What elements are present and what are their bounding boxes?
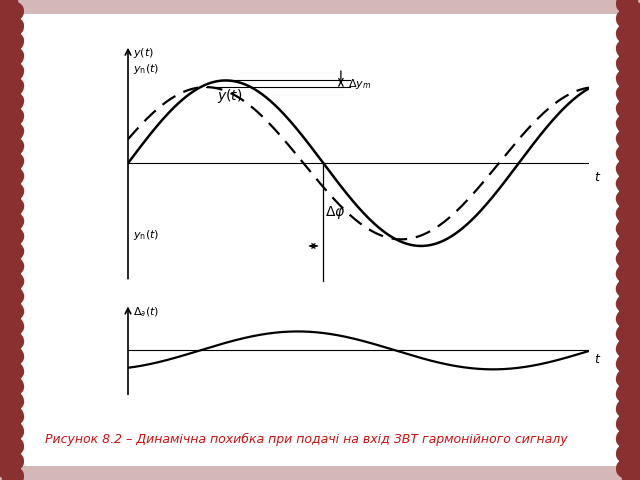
Text: $y_{\rm n}(t)$: $y_{\rm n}(t)$ [132, 228, 159, 242]
Text: $t$: $t$ [593, 353, 601, 366]
Text: $t$: $t$ [593, 171, 601, 184]
Text: $y(t)$: $y(t)$ [216, 87, 242, 105]
Text: $\Delta\varphi$: $\Delta\varphi$ [325, 204, 346, 221]
Text: Рисунок 8.2 – Динамічна похибка при подачі на вхід ЗВТ гармонійного сигналу: Рисунок 8.2 – Динамічна похибка при пода… [45, 433, 568, 446]
Text: $y(t)$: $y(t)$ [132, 46, 154, 60]
Text: $\Delta_\partial(t)$: $\Delta_\partial(t)$ [132, 305, 159, 319]
Text: $y_{\rm n}(t)$: $y_{\rm n}(t)$ [132, 62, 159, 76]
Text: $\Delta y_m$: $\Delta y_m$ [348, 77, 371, 91]
